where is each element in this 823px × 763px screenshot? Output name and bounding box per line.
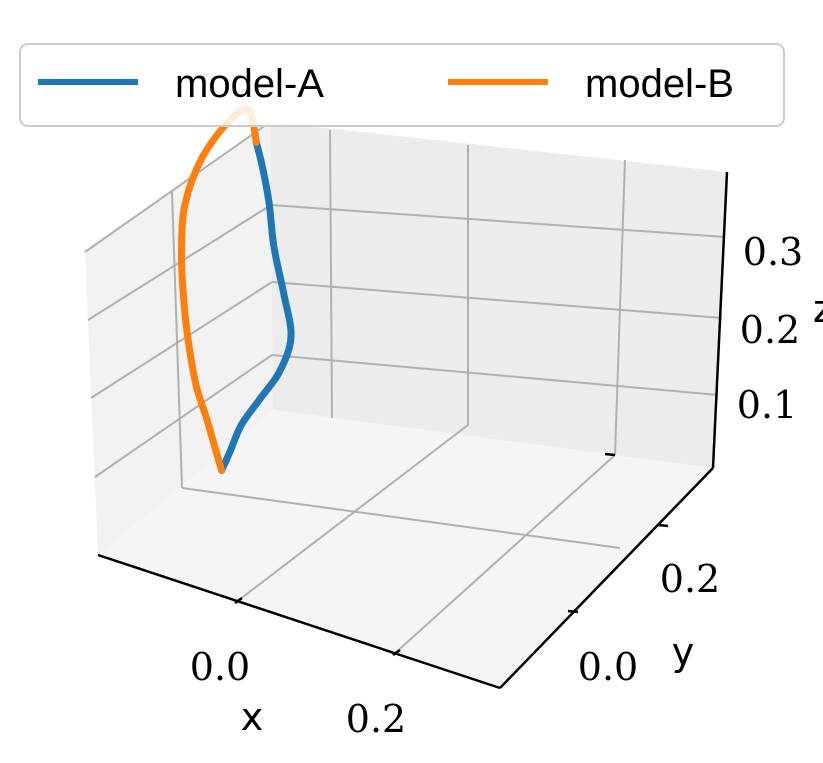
- z-tick-label: 0.3: [743, 230, 803, 274]
- y-tick-label: 0.2: [660, 557, 720, 601]
- x-axis-label: x: [241, 695, 264, 739]
- z-tick-label: 0.2: [740, 308, 800, 352]
- y-tick-label: 0.0: [578, 645, 638, 689]
- left-pane: [85, 122, 273, 555]
- legend-label-model-b: model-B: [585, 62, 734, 106]
- z-tick-label: 0.1: [737, 383, 797, 427]
- legend: model-A model-B: [19, 43, 785, 127]
- x-tick-label: 0.2: [346, 697, 406, 741]
- gridlines: [84, 121, 726, 656]
- x-tick-label: 0.0: [190, 645, 250, 689]
- floor-pane: [98, 410, 713, 688]
- z-axis-label: z: [813, 287, 823, 331]
- legend-frame: [19, 43, 785, 127]
- right-pane: [270, 122, 727, 468]
- series-line-model-a: [218, 138, 295, 474]
- legend-label-model-a: model-A: [175, 62, 324, 106]
- axis-lines: [97, 171, 729, 690]
- y-axis-label: y: [672, 630, 695, 674]
- tick-marks: [234, 452, 669, 657]
